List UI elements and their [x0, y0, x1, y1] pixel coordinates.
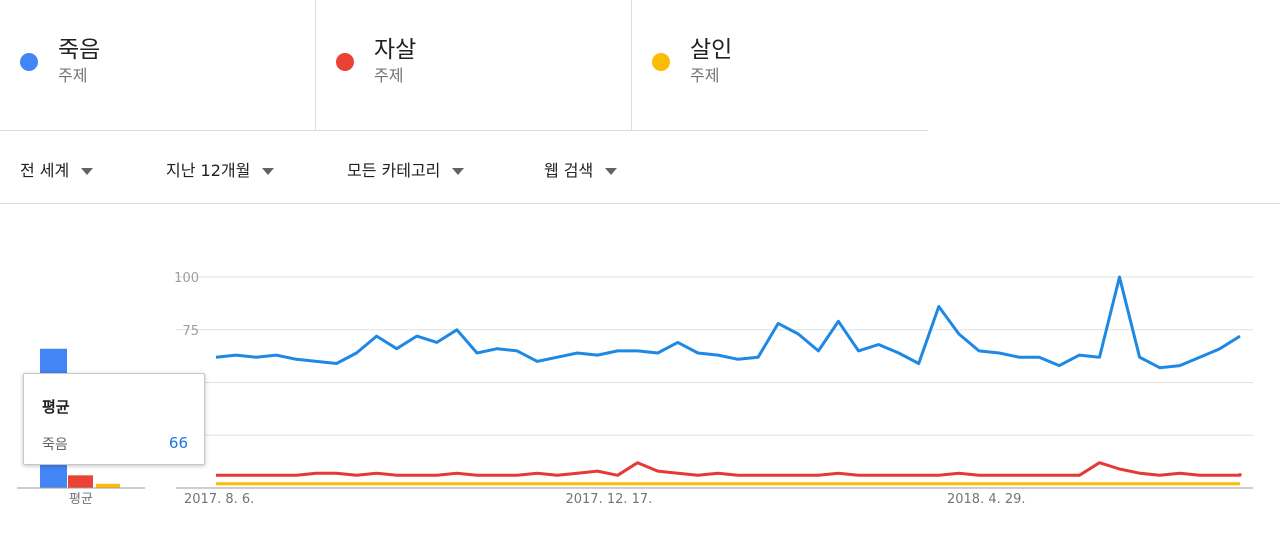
x-tick-label: 2017. 8. 6.: [184, 492, 254, 507]
filter-bar: 전 세계 지난 12개월 모든 카테고리 웹 검색: [0, 131, 1280, 204]
term-name: 죽음: [58, 37, 101, 63]
term-card-suicide[interactable]: 자살 주제: [316, 0, 632, 130]
time-range-filter[interactable]: 지난 12개월: [166, 157, 275, 181]
term-card-murder[interactable]: 살인 주제: [632, 0, 928, 130]
series-line: [216, 461, 1242, 477]
series-line: [215, 275, 1241, 370]
divider: [0, 130, 928, 131]
tooltip-value: 66: [168, 434, 188, 452]
average-bar: [68, 475, 93, 488]
filter-label: 웹 검색: [544, 161, 594, 180]
average-label: 평균: [69, 492, 93, 507]
dropdown-arrow-icon: [605, 168, 618, 175]
dropdown-arrow-icon: [452, 168, 465, 175]
dropdown-arrow-icon: [81, 168, 94, 175]
x-tick-label: 2018. 4. 29.: [947, 492, 1026, 507]
category-filter[interactable]: 모든 카테고리: [347, 157, 465, 181]
term-name: 자살: [374, 37, 417, 63]
series-color-dot: [652, 53, 670, 71]
term-type: 주제: [374, 66, 404, 85]
y-tick-label: 75: [182, 324, 199, 339]
tooltip-title: 평균: [42, 398, 70, 416]
term-type: 주제: [690, 66, 720, 85]
series-color-dot: [336, 53, 354, 71]
dropdown-arrow-icon: [262, 168, 275, 175]
search-type-filter[interactable]: 웹 검색: [544, 157, 618, 181]
average-bar: [96, 483, 120, 488]
filter-label: 지난 12개월: [166, 161, 251, 180]
term-cards: 죽음 주제 자살 주제 살인 주제: [0, 0, 928, 130]
region-filter[interactable]: 전 세계: [20, 157, 94, 181]
y-tick-label: 100: [174, 271, 199, 286]
term-type: 주제: [58, 66, 88, 85]
term-name: 살인: [690, 37, 733, 63]
term-card-death[interactable]: 죽음 주제: [0, 0, 316, 130]
filter-label: 모든 카테고리: [347, 161, 441, 180]
filter-label: 전 세계: [20, 161, 70, 180]
series-color-dot: [20, 53, 38, 71]
tooltip-label: 죽음: [42, 437, 68, 453]
average-tooltip: 평균 죽음 66: [23, 373, 205, 465]
x-tick-label: 2017. 12. 17.: [565, 492, 652, 507]
